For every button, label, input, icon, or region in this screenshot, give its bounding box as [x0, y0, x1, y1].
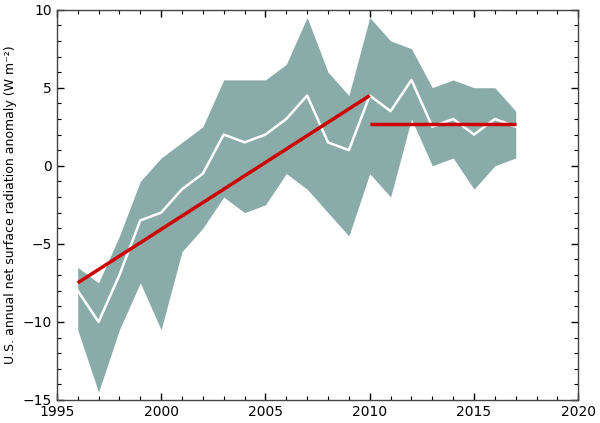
Y-axis label: U.S. annual net surface radiation anomaly (W m⁻²): U.S. annual net surface radiation anomal… [4, 46, 17, 364]
